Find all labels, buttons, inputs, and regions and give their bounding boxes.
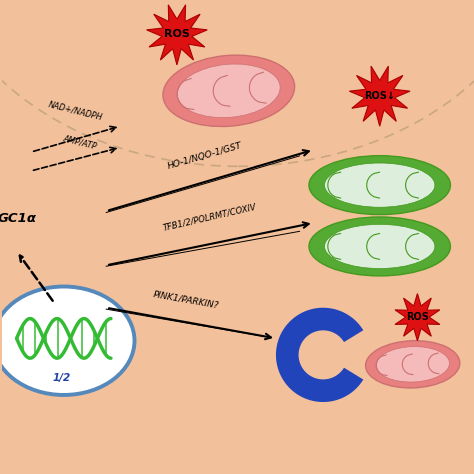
Text: 1/2: 1/2: [52, 374, 71, 383]
Text: ROS: ROS: [406, 312, 429, 322]
Ellipse shape: [177, 64, 280, 118]
Polygon shape: [146, 5, 207, 65]
Text: HO-1/NQO-1/GST: HO-1/NQO-1/GST: [167, 141, 244, 171]
Ellipse shape: [376, 346, 449, 382]
Text: PINK1/PARKIN?: PINK1/PARKIN?: [153, 290, 220, 310]
Ellipse shape: [309, 155, 450, 215]
Ellipse shape: [309, 217, 450, 276]
Ellipse shape: [301, 333, 345, 377]
Text: AMP/ATP: AMP/ATP: [63, 134, 98, 151]
Polygon shape: [276, 308, 363, 402]
Text: ROS↓: ROS↓: [364, 91, 395, 100]
Ellipse shape: [365, 341, 460, 388]
Ellipse shape: [325, 163, 435, 207]
Text: ROS: ROS: [164, 29, 190, 39]
Ellipse shape: [0, 286, 135, 395]
Text: TFB1/2/POLRMT/COXIV: TFB1/2/POLRMT/COXIV: [162, 202, 258, 232]
Ellipse shape: [163, 55, 295, 127]
Polygon shape: [395, 293, 440, 341]
Ellipse shape: [325, 224, 435, 269]
Text: NAD+/NADPH: NAD+/NADPH: [47, 99, 104, 121]
Text: GC1α: GC1α: [0, 211, 37, 225]
Polygon shape: [349, 66, 410, 126]
